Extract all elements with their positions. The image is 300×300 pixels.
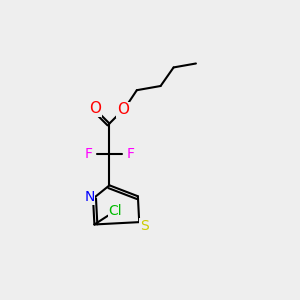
Text: Cl: Cl — [109, 204, 122, 218]
Text: S: S — [140, 219, 149, 233]
Text: F: F — [127, 147, 135, 161]
Text: N: N — [84, 190, 95, 204]
Text: F: F — [84, 147, 92, 161]
Text: O: O — [117, 103, 129, 118]
Text: O: O — [89, 101, 101, 116]
